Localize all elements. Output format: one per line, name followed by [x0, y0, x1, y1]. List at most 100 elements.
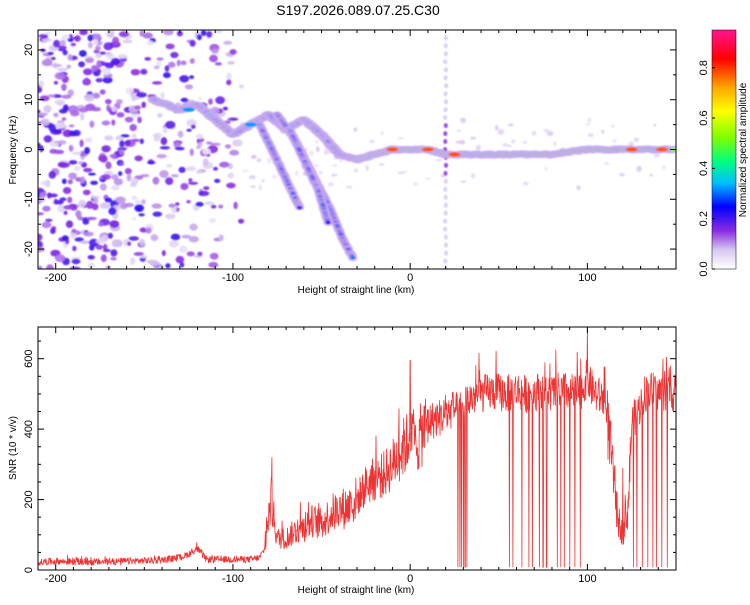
noise-blob: [86, 200, 94, 209]
noise-blob: [137, 116, 142, 124]
noise-blob: [68, 130, 78, 137]
noise-blob: [662, 165, 666, 171]
noise-blob: [93, 39, 99, 46]
noise-blob: [403, 170, 407, 174]
noise-blob: [170, 233, 181, 241]
noise-blob: [198, 190, 210, 197]
noise-blob: [53, 39, 61, 48]
noise-blob: [179, 262, 185, 268]
colorbar-tick-label: 0.0: [698, 261, 710, 276]
noise-blob: [101, 145, 111, 153]
noise-blob: [83, 231, 94, 237]
noise-blob: [64, 129, 70, 137]
x-tick-label: -200: [45, 272, 67, 284]
noise-blob: [57, 140, 67, 145]
noise-blob: [47, 94, 56, 98]
noise-blob: [54, 149, 65, 155]
noise-blob: [133, 252, 144, 256]
noise-blob: [99, 202, 111, 209]
noise-blob: [604, 162, 609, 166]
noise-blob: [151, 81, 163, 85]
noise-blob: [53, 80, 59, 85]
noise-blob: [204, 201, 215, 206]
vertical-line-blob: [443, 59, 448, 65]
noise-blob: [57, 205, 66, 213]
vertical-line-blob: [443, 43, 448, 49]
noise-blob: [68, 160, 78, 165]
noise-blob: [332, 164, 338, 167]
noise-blob: [316, 146, 320, 153]
noise-blob: [124, 116, 134, 123]
noise-blob: [587, 133, 594, 137]
noise-blob: [218, 234, 224, 242]
noise-blob: [105, 161, 112, 170]
noise-blob: [134, 200, 142, 205]
noise-blob: [84, 147, 90, 155]
noise-blob: [353, 168, 358, 174]
noise-blob: [59, 45, 67, 50]
noise-blob: [84, 94, 95, 102]
noise-blob: [53, 129, 62, 135]
noise-blob: [179, 245, 188, 253]
noise-blob: [165, 263, 171, 269]
noise-blob: [132, 217, 137, 221]
noise-blob: [118, 31, 130, 38]
y-tick-label: 0: [23, 567, 35, 573]
noise-blob: [618, 172, 626, 177]
noise-blob: [95, 45, 101, 51]
noise-blob: [470, 136, 477, 140]
x-tick-label: -100: [222, 272, 244, 284]
noise-blob: [78, 199, 87, 208]
noise-blob: [380, 131, 384, 136]
noise-blob: [129, 124, 137, 132]
noise-blob: [85, 57, 94, 64]
vertical-line-blob: [444, 83, 449, 89]
vertical-line-blob: [443, 186, 448, 192]
noise-blob: [120, 134, 130, 138]
noise-blob: [212, 166, 219, 171]
noise-blob: [54, 72, 66, 80]
noise-blob: [189, 39, 196, 47]
noise-blob: [330, 173, 338, 177]
noise-blob: [155, 60, 162, 67]
noise-blob: [62, 49, 68, 56]
descending-track: [296, 206, 303, 210]
noise-blob: [323, 149, 331, 155]
noise-blob: [209, 252, 219, 260]
noise-blob: [119, 162, 124, 166]
noise-blob: [435, 158, 443, 162]
noise-blob: [241, 169, 249, 173]
noise-blob: [139, 255, 148, 259]
noise-blob: [79, 240, 90, 244]
noise-blob: [82, 219, 90, 225]
noise-blob: [353, 127, 357, 132]
noise-blob: [144, 57, 151, 61]
high-amplitude-patch: [182, 107, 195, 112]
noise-blob: [104, 99, 112, 105]
noise-blob: [46, 193, 58, 198]
noise-blob: [44, 179, 51, 188]
noise-blob: [46, 264, 54, 269]
noise-blob: [229, 149, 240, 156]
noise-blob: [189, 223, 198, 231]
noise-blob: [70, 42, 77, 47]
noise-blob: [456, 129, 461, 133]
colorbar-tick-label: 0.6: [698, 110, 710, 125]
noise-blob: [67, 53, 73, 61]
noise-blob: [67, 89, 74, 97]
noise-blob: [494, 124, 499, 131]
noise-blob: [130, 257, 136, 266]
noise-blob: [67, 179, 73, 185]
noise-blob: [184, 84, 194, 90]
noise-blob: [180, 183, 189, 190]
noise-blob: [42, 205, 51, 212]
noise-blob: [104, 197, 113, 203]
vertical-line-blob: [443, 139, 448, 144]
descending-track: [350, 256, 356, 260]
vertical-line-blob: [443, 218, 448, 224]
noise-blob: [157, 113, 163, 118]
noise-blob: [202, 148, 211, 155]
noise-blob: [38, 109, 41, 114]
noise-blob: [649, 173, 654, 177]
noise-blob: [125, 87, 134, 95]
